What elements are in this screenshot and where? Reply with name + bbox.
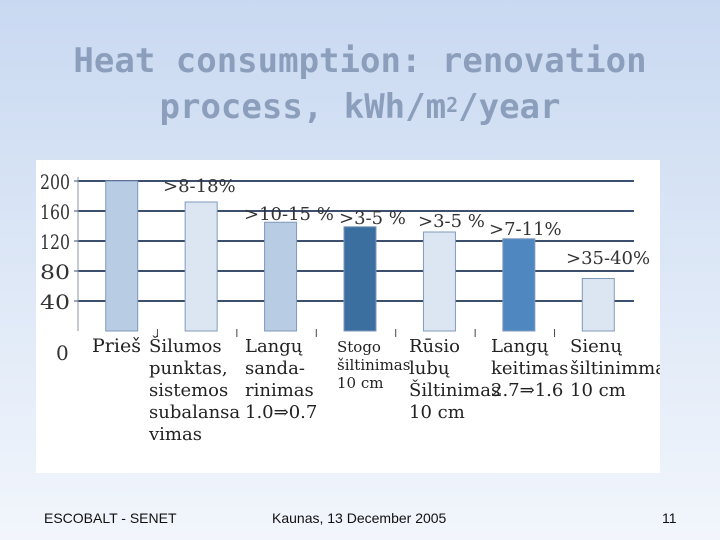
category-label-5-line-1: Rūsio: [409, 336, 460, 357]
y-tick-label-80: 80: [40, 260, 70, 284]
footer-center: Kaunas, 13 December 2005: [272, 510, 447, 526]
title-superscript: 2: [446, 93, 459, 117]
category-label-3-line-4: 1.0⇒0.7: [245, 402, 317, 423]
bar-2: [184, 201, 218, 332]
category-label-7-line-3: 10 cm: [570, 380, 626, 401]
y-tick-label-0: 0: [56, 341, 69, 365]
category-label-5-line-3: Šiltinimas: [409, 378, 500, 401]
category-label-2-line-2: punktas,: [149, 358, 228, 379]
category-label-5-line-2: lubų: [409, 358, 450, 379]
slide-title: Heat consumption: renovation process, kW…: [0, 38, 720, 130]
bar-annotation-4: >3-5 %: [339, 208, 406, 229]
bar-4: [343, 226, 377, 332]
bar-5: [422, 231, 456, 332]
bar-6: [502, 238, 536, 332]
category-label-6-line-2: keitimas: [491, 358, 568, 379]
title-line-2-suffix: /year: [458, 87, 561, 127]
category-label-4-line-2: šiltinimas: [337, 356, 410, 374]
bar-annotation-3: >10-15 %: [244, 204, 334, 225]
category-label-2-line-4: subalansa: [149, 402, 240, 423]
footer-page-number: 11: [662, 510, 677, 526]
category-label-2-line-3: sistemos: [149, 380, 228, 401]
category-label-3-line-2: sanda-: [245, 358, 305, 379]
title-line-1: Heat consumption: renovation: [73, 41, 647, 81]
y-tick-label-200: 200: [40, 170, 70, 194]
category-label-3-line-3: rinimas: [245, 380, 314, 401]
bar-1: [105, 180, 139, 332]
category-label-1-line-1: Prieš: [92, 335, 141, 357]
bar-chart: 200 160 120 80 40 0 Prieš >8-18% Šilumospunktas,…: [40, 170, 660, 445]
category-label-5-line-4: 10 cm: [409, 402, 465, 423]
category-label-3-line-1: Langų: [245, 336, 303, 357]
title-line-2: process, kWh/m2/year: [0, 84, 720, 130]
category-label-6-line-3: 2.7⇒1.6: [491, 380, 563, 401]
y-tick-label-40: 40: [40, 290, 70, 314]
bar-annotation-2: >8-18%: [163, 176, 236, 197]
chart-panel: 200 160 120 80 40 0 Prieš >8-18% Šilumos punktas,…: [36, 160, 660, 473]
bar-annotation-6: >7-11%: [489, 219, 562, 240]
bar-3: [264, 221, 298, 332]
category-label-7-line-1: Sienų: [570, 336, 622, 357]
bar-annotation-5: >3-5 %: [418, 211, 485, 232]
bar-annotation-7: >35-40%: [566, 248, 650, 269]
category-label-4-line-1: Stogo: [337, 338, 381, 356]
category-label-4-line-3: 10 cm: [337, 374, 383, 392]
bar-7: [581, 278, 615, 332]
category-label-6-line-1: Langų: [491, 336, 549, 357]
y-tick-label-120: 120: [40, 230, 70, 254]
category-label-2-line-5: vimas: [148, 424, 202, 445]
category-label-7-line-2: šiltinimmas: [570, 358, 660, 379]
category-label-2-line-1: Šilumos: [149, 334, 222, 357]
footer-left: ESCOBALT - SENET: [44, 510, 177, 526]
y-tick-label-160: 160: [40, 200, 70, 224]
title-line-2-prefix: process, kWh/m: [159, 87, 447, 127]
